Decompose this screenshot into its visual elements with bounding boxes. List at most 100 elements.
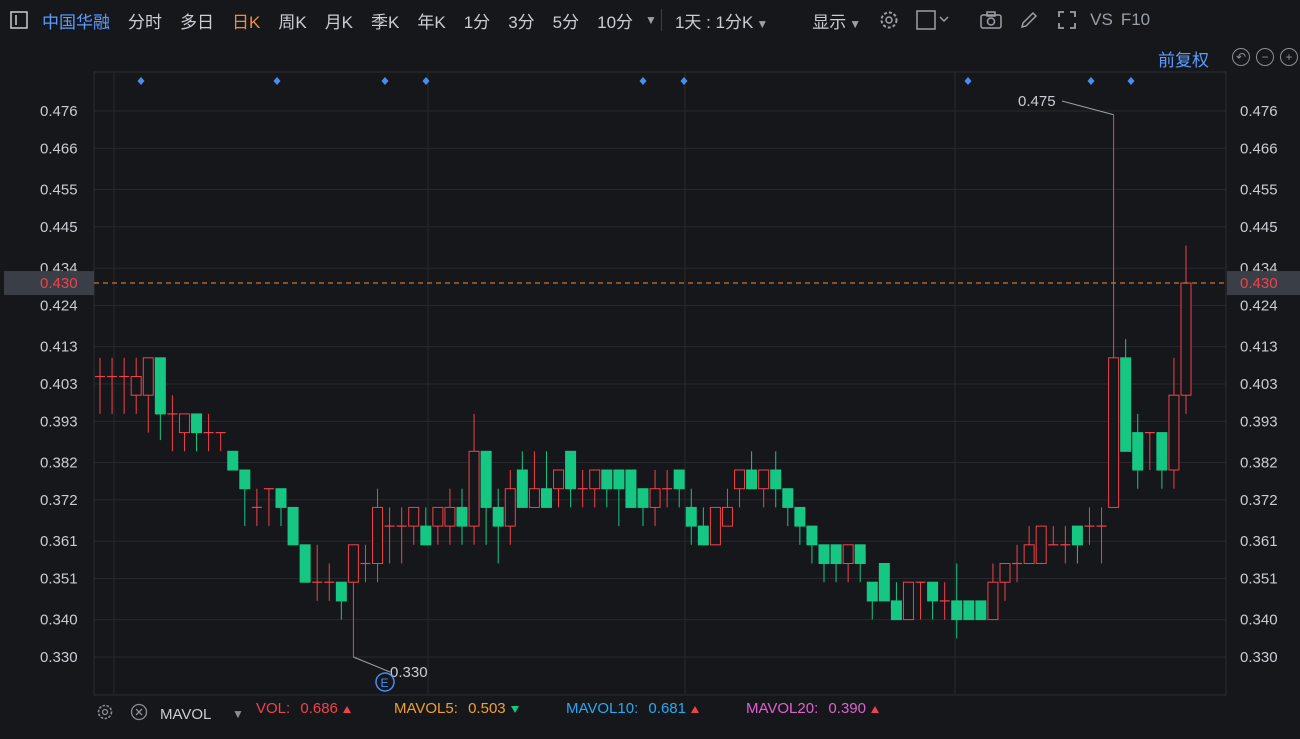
tab-period-7[interactable]: 1分 <box>463 12 491 32</box>
candle <box>444 488 456 545</box>
trend-up-icon <box>870 705 879 713</box>
candle-body <box>890 600 902 621</box>
candle-body <box>709 506 721 546</box>
candle <box>902 581 914 621</box>
event-badge-icon <box>375 672 395 692</box>
candle <box>1108 114 1120 508</box>
display-menu[interactable]: 显示 ▼ <box>812 8 861 33</box>
candle <box>975 600 987 621</box>
candle <box>347 544 359 657</box>
tab-period-10[interactable]: 10分 <box>597 12 634 32</box>
fullscreen-icon[interactable] <box>1054 7 1080 33</box>
tab-period-8[interactable]: 3分 <box>508 12 535 32</box>
candle-body <box>1108 357 1120 508</box>
y-tick-label: 0.382 <box>40 455 78 472</box>
gear-icon[interactable] <box>876 7 902 33</box>
layout-select-icon[interactable] <box>914 7 952 33</box>
candle <box>1048 526 1059 546</box>
chart-toolbar: 中国华融 分时 多日 日K 周K 月K 季K 年K 1分 3分 5分 10分 ▼… <box>0 0 1300 40</box>
close-icon[interactable] <box>130 703 148 725</box>
event-marker-icon <box>680 77 688 85</box>
f10-button[interactable]: F10 <box>1120 10 1151 29</box>
zoom-in-icon[interactable]: + <box>1280 48 1298 66</box>
candle <box>215 432 226 452</box>
candle-body <box>782 488 794 508</box>
candle <box>203 413 214 452</box>
y-tick-label: 0.393 <box>40 413 78 430</box>
undo-icon[interactable]: ↶ <box>1232 48 1250 66</box>
display-menu-label: 显示 <box>812 12 847 32</box>
trend-up-icon <box>342 705 351 713</box>
tab-period-4[interactable]: 月K <box>324 12 354 32</box>
y-tick-label: 0.466 <box>40 140 78 157</box>
chevron-down-icon[interactable]: ▼ <box>232 707 244 721</box>
indicator-name[interactable]: MAVOL <box>160 705 212 723</box>
candle <box>927 581 939 620</box>
camera-icon[interactable] <box>978 7 1004 33</box>
candle <box>878 563 890 602</box>
candle-body <box>492 506 504 527</box>
candle <box>1023 526 1035 565</box>
indicator-label: MAVOL20: <box>746 700 819 717</box>
stock-name[interactable]: 中国华融 <box>42 12 110 32</box>
y-tick-label: 0.445 <box>40 219 78 236</box>
vs-button[interactable]: VS <box>1090 10 1113 29</box>
candle <box>1132 413 1144 489</box>
candle <box>130 357 142 414</box>
candle-body <box>854 544 866 565</box>
y-tick-label: 0.351 <box>1240 570 1278 587</box>
tab-period-9[interactable]: 5分 <box>552 12 580 32</box>
candle <box>167 395 178 452</box>
candle <box>420 507 432 546</box>
candle <box>263 488 274 527</box>
y-tick-label: 0.393 <box>1240 413 1278 430</box>
tab-period-6[interactable]: 年K <box>417 12 446 32</box>
candle <box>468 413 480 545</box>
y-tick-label: 0.340 <box>1240 612 1278 629</box>
candle <box>890 582 902 621</box>
candle-body <box>335 581 347 602</box>
tab-period-0[interactable]: 分时 <box>128 12 162 32</box>
candle <box>360 544 371 583</box>
min-price-leader <box>353 656 391 673</box>
y-tick-label: 0.361 <box>1240 533 1278 550</box>
tab-period-3[interactable]: 周K <box>278 12 307 32</box>
interval-select[interactable]: 1天 : 1分K ▼ <box>675 8 768 33</box>
candle <box>299 544 311 583</box>
y-tick-label: 0.466 <box>1240 140 1278 157</box>
current-price-label-left <box>4 271 94 296</box>
tab-period-1[interactable]: 多日 <box>180 12 214 32</box>
max-price-label: 0.475 <box>1018 93 1056 110</box>
zoom-out-icon[interactable]: − <box>1256 48 1274 66</box>
candle-body <box>794 506 806 527</box>
tab-period-2[interactable]: 日K <box>232 12 261 32</box>
candle <box>939 582 950 620</box>
sidebar-toggle-icon[interactable] <box>6 7 32 33</box>
y-tick-label: 0.361 <box>40 533 78 550</box>
candle-body <box>649 488 661 508</box>
chart-control-icons: ↶ − + <box>1232 48 1298 66</box>
candle <box>999 563 1011 601</box>
candle <box>384 507 395 564</box>
candle-body <box>842 544 854 565</box>
tab-period-5[interactable]: 季K <box>371 12 400 32</box>
candle <box>1156 432 1168 489</box>
price-adjust-button[interactable]: 前复权 <box>1158 51 1209 70</box>
y-tick-label: 0.330 <box>40 649 78 666</box>
candle <box>456 488 468 545</box>
gear-icon[interactable] <box>96 703 114 725</box>
candle <box>770 451 782 508</box>
candle-body <box>432 506 444 527</box>
candle-body <box>673 469 685 490</box>
candle <box>637 488 649 527</box>
pencil-icon[interactable] <box>1016 7 1042 33</box>
candle <box>709 506 721 546</box>
current-price-label-right <box>1227 271 1300 296</box>
candle <box>324 563 335 601</box>
y-axis-left: 0.476 0.466 0.455 0.445 0.434 0.424 0.413 0.403… <box>40 103 78 666</box>
candle <box>818 544 830 583</box>
candle-body <box>975 600 987 621</box>
chevron-down-icon[interactable]: ▼ <box>645 13 657 27</box>
candle <box>734 469 746 508</box>
